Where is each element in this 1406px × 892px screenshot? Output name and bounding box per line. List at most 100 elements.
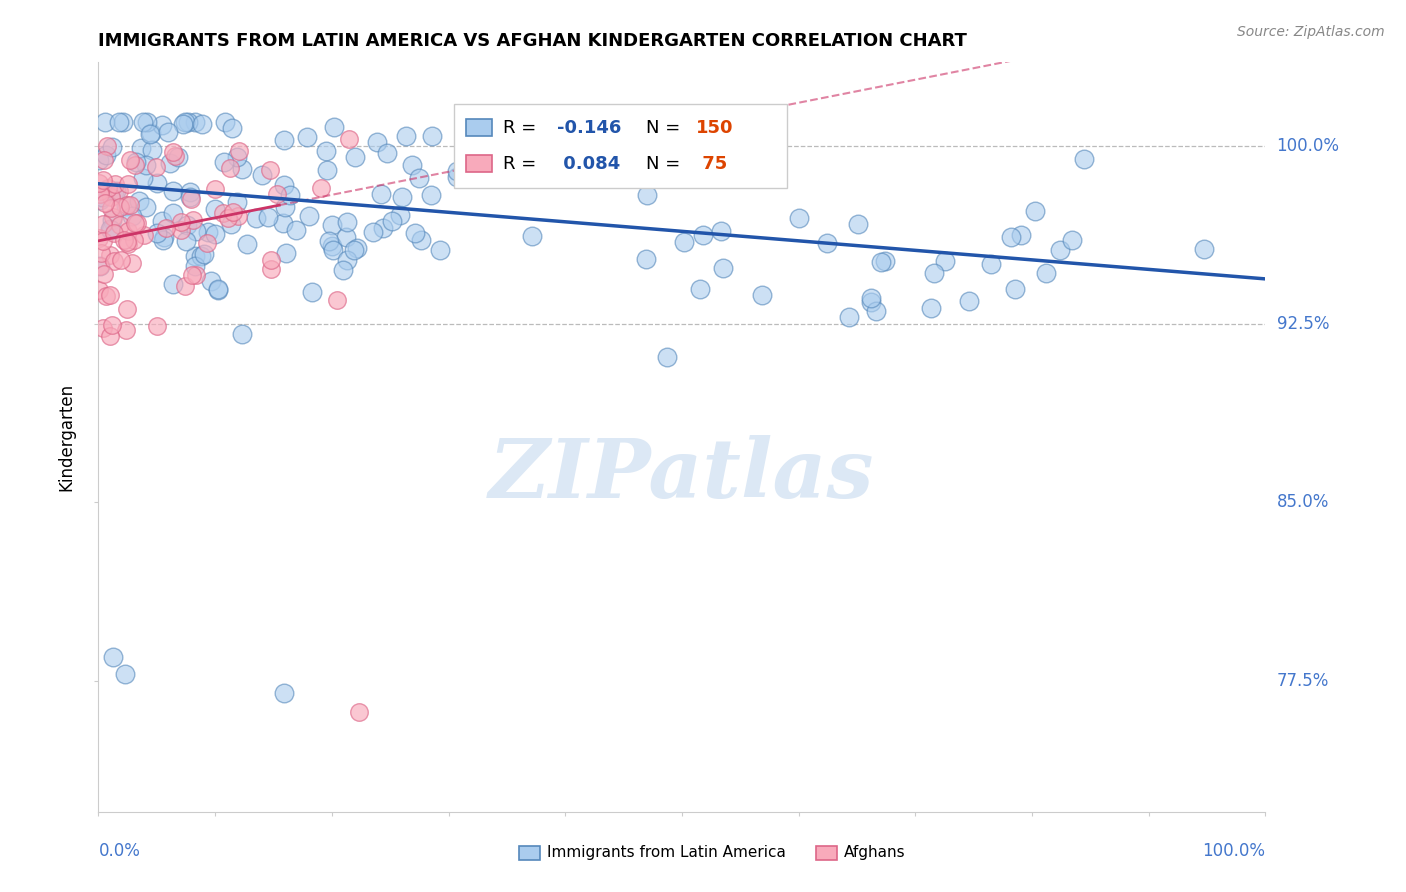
Point [121,209,143,223]
Point [170,223,193,237]
Point [636,252,658,266]
Point [346,241,368,255]
Point [115,235,138,250]
Point [91,190,114,204]
Point [419,187,441,202]
Point [409,233,432,247]
Point [91,234,114,248]
Point [87,153,110,167]
Point [371,220,394,235]
Point [228,144,250,158]
Point [87,230,110,244]
Point [1035,266,1057,280]
Point [117,224,139,238]
Point [134,158,156,172]
Point [221,121,243,136]
Point [166,150,188,164]
Point [259,162,281,177]
Point [115,197,138,211]
Point [172,117,194,131]
Point [420,129,443,144]
Point [146,176,169,190]
Point [184,249,207,263]
Text: IMMIGRANTS FROM LATIN AMERICA VS AFGHAN KINDERGARTEN CORRELATION CHART: IMMIGRANTS FROM LATIN AMERICA VS AFGHAN … [98,32,967,50]
Point [337,132,360,146]
Point [344,150,367,164]
Point [108,218,131,232]
Point [446,170,468,185]
Text: 0.0%: 0.0% [98,842,141,860]
Point [103,211,125,225]
Point [980,257,1002,271]
Point [117,237,139,252]
Point [162,277,184,291]
Point [98,248,121,262]
Point [124,216,146,230]
Point [838,310,860,324]
Point [125,216,148,230]
Point [375,145,398,160]
Point [689,282,711,296]
Point [191,117,214,131]
Point [257,210,280,224]
Point [226,209,249,223]
Point [214,115,236,129]
Point [259,262,281,277]
Point [657,350,679,364]
Point [136,115,159,129]
Point [170,215,193,229]
Point [104,184,127,198]
Point [815,235,838,250]
Point [135,200,157,214]
Point [273,178,295,192]
Text: 0.084: 0.084 [557,154,620,172]
Point [323,120,346,134]
Point [692,227,714,242]
Point [875,254,897,268]
Bar [519,847,540,860]
Point [787,211,810,226]
Point [139,126,162,140]
Point [1000,230,1022,244]
Point [1010,227,1032,242]
Point [217,211,239,225]
Point [212,206,235,220]
Point [361,225,384,239]
Point [225,150,247,164]
Point [920,301,942,315]
Text: ZIPatlas: ZIPatlas [489,434,875,515]
Point [865,303,887,318]
Point [711,261,734,276]
Point [91,173,114,187]
Point [162,145,184,160]
Text: -0.146: -0.146 [557,119,621,136]
Point [121,256,143,270]
Point [1004,282,1026,296]
Point [110,200,132,214]
Point [91,321,114,335]
Point [512,136,534,151]
Point [395,128,418,143]
Point [404,226,426,240]
Point [101,318,124,332]
Point [673,235,696,249]
Point [278,187,301,202]
Point [100,288,122,302]
Point [276,245,298,260]
Point [150,213,173,227]
Text: N =: N = [645,154,686,172]
Text: 92.5%: 92.5% [1277,315,1329,333]
Point [87,177,110,191]
Point [315,162,337,177]
Point [96,138,118,153]
Point [162,206,184,220]
Point [89,283,111,297]
Bar [454,103,787,187]
Point [245,211,267,226]
Point [94,289,117,303]
Point [162,184,184,198]
Point [751,287,773,301]
Point [94,196,117,211]
Point [131,141,153,155]
Point [219,217,242,231]
